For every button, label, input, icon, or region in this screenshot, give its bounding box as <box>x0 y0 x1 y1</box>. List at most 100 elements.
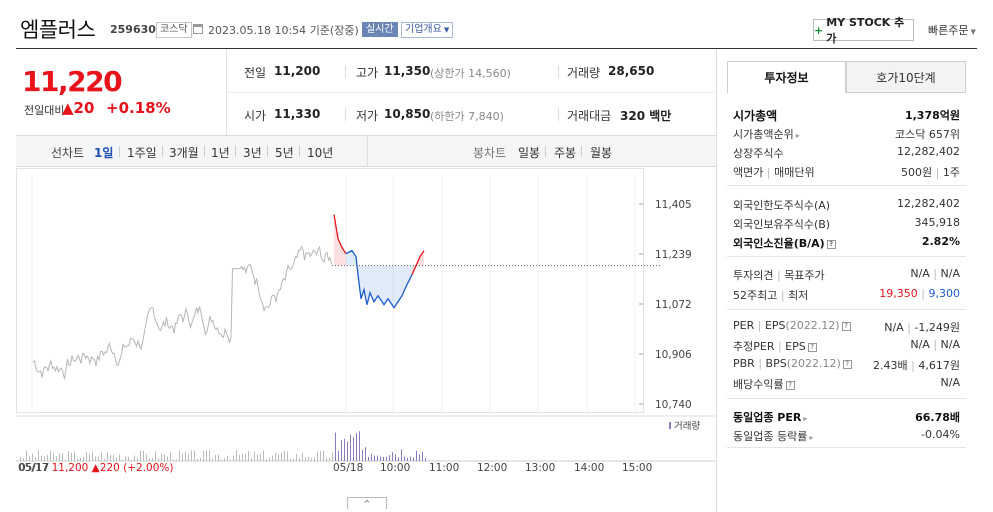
volume-bar <box>65 459 66 461</box>
volume-bar <box>158 458 159 461</box>
foreign-hold-label: 외국인보유주식수(B) <box>733 218 831 231</box>
volume-bar <box>179 450 180 461</box>
volume-bar <box>167 456 168 461</box>
divider <box>727 309 966 310</box>
volume-bar <box>398 457 399 461</box>
help-icon[interactable]: ? <box>841 322 851 331</box>
market-badge: 코스닥 <box>156 22 192 38</box>
volume-bar <box>35 457 36 461</box>
period-10year[interactable]: 10년 <box>307 146 334 160</box>
quick-order-dropdown[interactable]: 빠른주문 ▼ <box>928 24 976 37</box>
volume-bar <box>104 458 105 461</box>
chevron-right-icon: ▸ <box>795 131 800 140</box>
divider <box>267 146 268 157</box>
chart-frame <box>16 168 644 413</box>
market-cap-label: 시가총액 <box>733 109 778 123</box>
divider <box>162 146 163 157</box>
volume-bar <box>47 455 48 461</box>
volume-bar <box>251 457 252 461</box>
help-icon[interactable]: ? <box>842 360 852 369</box>
chevron-down-icon: ▼ <box>970 28 976 36</box>
prev-close-label: 전일 <box>244 66 267 80</box>
volume-bar <box>254 451 255 461</box>
volume-bar <box>245 453 246 461</box>
volume-bar <box>407 457 408 461</box>
volume-bar <box>356 433 357 461</box>
par-unit-label: 액면가 | 매매단위 <box>733 166 815 179</box>
foreign-hold-value: 345,918 <box>914 216 961 229</box>
volume-value: 28,650 <box>608 64 655 78</box>
market-cap-rank-link[interactable]: 시가총액순위 ▸ <box>733 128 800 141</box>
add-mystock-button[interactable]: + MY STOCK 추가 <box>813 16 914 45</box>
low-label: 저가 <box>356 109 379 123</box>
divider <box>235 146 236 157</box>
volume-bar <box>332 452 333 461</box>
sector-rate-link[interactable]: 동일업종 등락률 ▸ <box>733 430 814 443</box>
volume-bar <box>137 458 138 461</box>
chevron-up-icon: ^ <box>363 499 371 508</box>
volume-bar <box>314 457 315 461</box>
volume-bar <box>143 450 144 461</box>
volume-bar <box>404 456 405 461</box>
stock-code: 259630 <box>110 23 156 36</box>
est-per-eps-label: 추정PER | EPS? <box>733 338 817 354</box>
volume-bar <box>242 453 243 461</box>
volume-bar <box>98 456 99 461</box>
volume-bar <box>20 456 21 461</box>
volume-bar <box>86 451 87 461</box>
volume-bar <box>188 454 189 461</box>
tab-invest-info[interactable]: 투자정보 <box>727 61 846 93</box>
intraday-price-chart[interactable]: 11,405 11,239 11,072 10,906 10,740 05/17 05/18… <box>16 168 716 497</box>
period-1day[interactable]: 1일 <box>94 146 114 160</box>
today-up-line-2 <box>411 250 425 275</box>
help-icon[interactable]: ? <box>807 343 817 352</box>
volume-bar <box>215 455 216 461</box>
today-down-line <box>345 249 413 309</box>
candle-weekly[interactable]: 주봉 <box>554 146 577 160</box>
foreign-rate-value: 2.82% <box>921 235 960 248</box>
volume-bar <box>335 432 336 461</box>
realtime-badge[interactable]: 실시간 <box>362 22 398 37</box>
volume-bar <box>227 455 228 461</box>
volume-bar <box>134 455 135 461</box>
help-icon[interactable]: ? <box>785 381 795 390</box>
volume-bar <box>239 455 240 461</box>
header-divider <box>16 48 977 49</box>
volume-bar <box>341 440 342 461</box>
company-info-dropdown[interactable]: 기업개요 ▼ <box>401 22 454 38</box>
volume-bar <box>236 450 237 461</box>
period-3month[interactable]: 3개월 <box>169 146 199 160</box>
est-per-eps-value: N/A | N/A <box>910 338 960 351</box>
divider <box>226 49 227 135</box>
period-1week[interactable]: 1주일 <box>127 146 157 160</box>
volume-bar <box>323 450 324 461</box>
period-3year[interactable]: 3년 <box>243 146 262 160</box>
chart-collapse-button[interactable]: ^ <box>347 497 387 509</box>
volume-bar <box>392 452 393 461</box>
period-1year[interactable]: 1년 <box>211 146 230 160</box>
volume-bar <box>272 455 273 461</box>
volume-bar <box>266 459 267 461</box>
y-tick-label: 11,405 <box>655 199 692 211</box>
sector-per-link[interactable]: 동일업종 PER ▸ <box>733 411 808 424</box>
candle-monthly[interactable]: 월봉 <box>590 146 613 160</box>
volume-bar <box>275 453 276 461</box>
period-5year[interactable]: 5년 <box>275 146 294 160</box>
help-icon[interactable]: ? <box>826 240 836 249</box>
divider <box>299 146 300 157</box>
volume-bar <box>422 451 423 461</box>
volume-bar <box>299 457 300 461</box>
volume-bar <box>119 454 120 461</box>
candle-daily[interactable]: 일봉 <box>518 146 541 160</box>
lower-limit: (하한가 7,840) <box>430 110 504 123</box>
volume-bar <box>416 450 417 461</box>
tab-hoga[interactable]: 호가10단계 <box>846 61 966 93</box>
volume-bar <box>290 458 291 461</box>
volume-bar <box>350 434 351 461</box>
volume-bar <box>287 451 288 461</box>
x-tick-label: 12:00 <box>477 462 507 474</box>
volume-bar <box>401 449 402 461</box>
volume-bar <box>308 456 309 461</box>
y-tick-label: 10,740 <box>655 399 692 411</box>
volume-bar <box>386 456 387 461</box>
